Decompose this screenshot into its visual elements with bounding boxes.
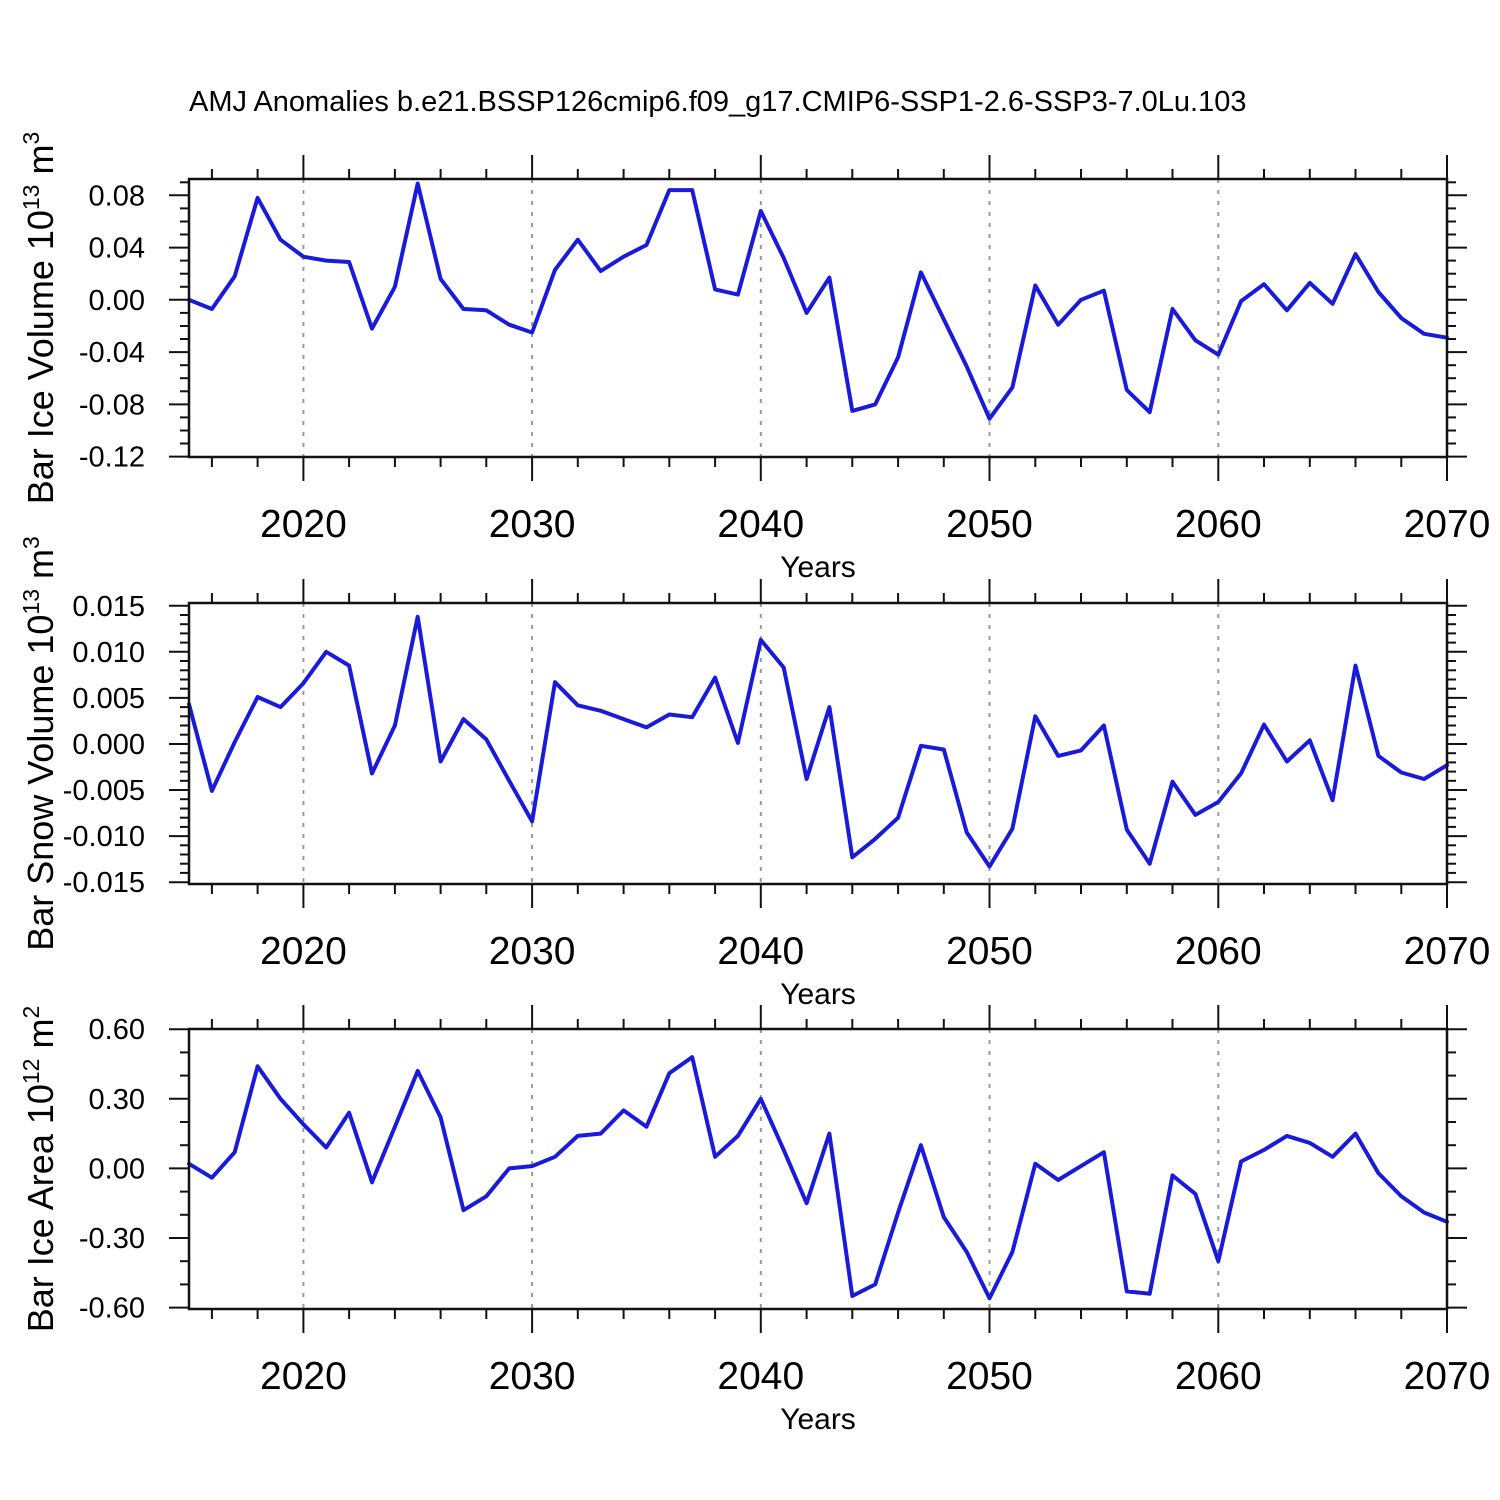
y-axis-title: Bar Snow Volume 1013 m3 [18, 536, 61, 951]
x-tick-label: 2050 [946, 930, 1033, 973]
y-tick-label: -0.12 [79, 442, 145, 474]
x-tick-label: 2050 [946, 503, 1033, 546]
bar-ice-area-line [187, 1055, 1449, 1301]
y-axis-title: Bar Ice Volume 1013 m3 [18, 132, 61, 505]
x-tick-label: 2070 [1404, 1355, 1491, 1398]
panel-border [187, 177, 1449, 459]
y-tick-label: -0.010 [63, 821, 145, 853]
x-tick-label: 2050 [946, 1355, 1033, 1398]
y-axis-title: Bar Ice Area 1012 m2 [18, 1006, 61, 1333]
y-tick-label: 0.00 [89, 1153, 145, 1185]
y-tick-label: -0.04 [79, 337, 145, 369]
y-tick-label: 0.000 [72, 729, 145, 761]
x-axis-title: Years [780, 978, 856, 1011]
panel-bar-snow-volume: 0.015 0.010 0.005 0.000 -0.005 -0.010 -0.015 20… [18, 536, 1490, 1011]
y-tick-label: 0.010 [72, 637, 145, 669]
x-tick-label: 2020 [260, 1355, 347, 1398]
y-tick-label: 0.08 [89, 180, 145, 212]
chart-title: AMJ Anomalies b.e21.BSSP126cmip6.f09_g17… [189, 86, 1247, 118]
y-tick-label: 0.60 [89, 1014, 145, 1046]
bar-ice-volume-line [187, 181, 1449, 421]
x-tick-label: 2060 [1175, 503, 1262, 546]
y-tick-label: -0.015 [63, 867, 145, 899]
x-axis-title: Years [780, 551, 856, 584]
panel-bar-ice-area: 0.60 0.30 0.00 -0.30 -0.60 2020 2030 2040 2050 20… [18, 1005, 1490, 1436]
x-tick-label: 2030 [489, 503, 576, 546]
y-tick-label: 0.00 [89, 285, 145, 317]
x-tick-label: 2040 [717, 1355, 804, 1398]
y-tick-label: -0.30 [79, 1223, 145, 1255]
x-tick-label: 2060 [1175, 930, 1262, 973]
x-axis-title: Years [780, 1403, 856, 1436]
x-tick-label: 2040 [717, 930, 804, 973]
x-tick-label: 2060 [1175, 1355, 1262, 1398]
x-tick-label: 2040 [717, 503, 804, 546]
x-tick-label: 2020 [260, 503, 347, 546]
x-tick-label: 2030 [489, 1355, 576, 1398]
bar-snow-volume-line [187, 614, 1449, 869]
panel-bar-ice-volume: 0.08 0.04 0.00 -0.04 -0.08 -0.12 2020 2030 2040 2… [18, 132, 1490, 584]
y-tick-label: 0.30 [89, 1084, 145, 1116]
x-tick-label: 2020 [260, 930, 347, 973]
y-tick-label: -0.60 [79, 1293, 145, 1325]
y-tick-label: 0.04 [89, 233, 145, 265]
y-tick-label: 0.015 [72, 591, 145, 623]
x-tick-label: 2070 [1404, 503, 1491, 546]
y-tick-label: -0.08 [79, 389, 145, 421]
y-tick-label: -0.005 [63, 775, 145, 807]
x-tick-label: 2030 [489, 930, 576, 973]
y-tick-label: 0.005 [72, 683, 145, 715]
x-tick-label: 2070 [1404, 930, 1491, 973]
